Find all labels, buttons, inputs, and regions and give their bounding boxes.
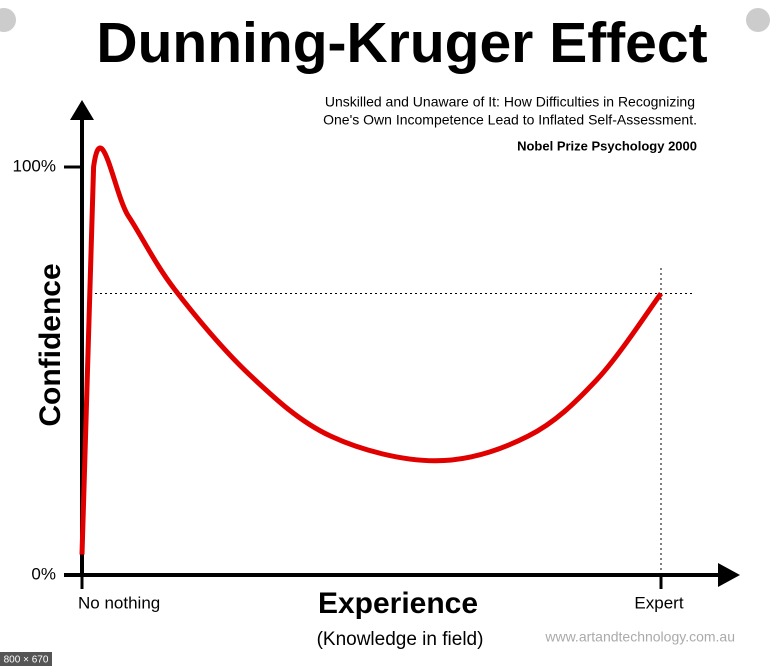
chart-title: Dunning-Kruger Effect bbox=[96, 11, 707, 75]
x-arrow bbox=[718, 563, 740, 587]
x-tick-label: Expert bbox=[634, 593, 683, 612]
size-badge-text: 800 × 670 bbox=[4, 655, 49, 666]
subtitle: One's Own Incompetence Lead to Inflated … bbox=[323, 112, 697, 128]
x-axis-label: Experience bbox=[318, 587, 478, 620]
y-tick-label: 0% bbox=[31, 564, 56, 583]
close-button[interactable] bbox=[0, 8, 16, 32]
credit: www.artandtechnology.com.au bbox=[544, 629, 735, 645]
subtitle: Unskilled and Unaware of It: How Difficu… bbox=[325, 94, 695, 110]
size-badge bbox=[0, 652, 52, 666]
line bbox=[79, 145, 664, 555]
x-axis-sublabel: (Knowledge in field) bbox=[317, 629, 484, 650]
y-arrow bbox=[70, 100, 94, 120]
annotation: Nobel Prize Psychology 2000 bbox=[517, 138, 697, 153]
y-axis-label: Confidence bbox=[34, 263, 67, 426]
close-button[interactable] bbox=[746, 8, 770, 32]
y-tick-label: 100% bbox=[13, 156, 56, 175]
x-tick-label: No nothing bbox=[78, 593, 160, 612]
